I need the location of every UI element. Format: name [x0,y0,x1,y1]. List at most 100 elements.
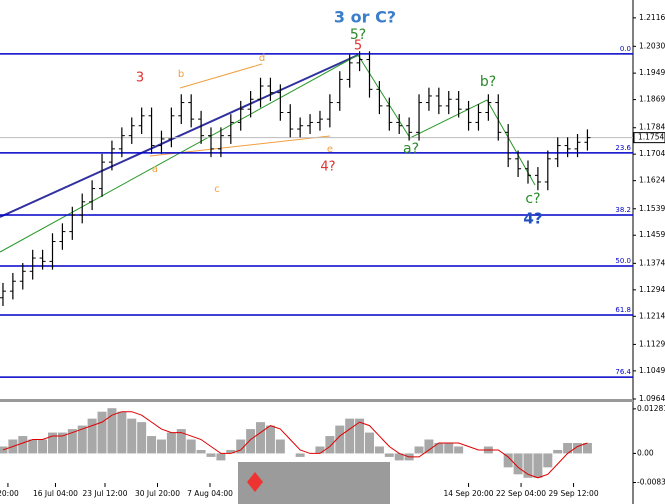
osc-bar [147,436,157,454]
wave-label: a [152,164,158,175]
osc-bar [127,418,137,454]
osc-bar [265,425,275,454]
y-tick-label: 1.2030 [639,41,665,50]
osc-bar [513,453,523,475]
y-tick-label: 1.1539 [639,204,665,213]
osc-bar [117,411,127,454]
osc-bar [97,411,107,454]
osc-bar [216,453,226,461]
triangle-line [179,63,263,89]
wave-label: 3 [136,71,144,86]
osc-bar [533,453,543,478]
watermark-box [238,462,390,504]
osc-bar [345,418,355,454]
osc-bar [38,439,48,454]
y-tick-label: 1.1869 [639,95,665,104]
level-label: 61.8 [615,306,631,314]
osc-bar [57,432,67,454]
level-label: 76.4 [615,368,631,376]
wave-line [357,54,536,186]
y-tick-label: 1.2116 [639,13,665,22]
osc-bar [236,439,246,454]
current-price-label: 1.1754 [638,133,664,142]
y-tick-label: 1.1049 [639,366,665,375]
wave-label: 5? [350,27,366,43]
osc-bar [394,453,404,461]
wave-label: b [178,69,184,80]
osc-bar [137,422,147,454]
osc-bar [325,436,335,454]
watermark-logo [247,472,263,492]
current-price-box [633,132,665,144]
osc-bar [563,443,573,454]
trend-line [0,54,359,218]
osc-bar [414,446,424,454]
level-label: 38.2 [615,206,631,214]
osc-bar [355,418,365,454]
osc-bar [156,439,166,454]
osc-bar [67,429,77,454]
osc-tick-label: 0.01281 [637,404,665,413]
wave-label: 3 or C? [334,8,396,27]
osc-bar [335,425,345,454]
y-tick-label: 1.1374 [639,258,665,267]
osc-bar [434,443,444,454]
y-tick-label: 1.1949 [639,68,665,77]
osc-bar [256,422,266,454]
osc-bar [553,449,563,454]
osc-bar [226,449,236,454]
osc-bar [186,439,196,454]
y-tick-label: 1.1214 [639,311,665,320]
osc-bar [573,443,583,454]
osc-bar [424,439,434,454]
wave-label: 4? [320,160,335,175]
osc-bar [543,453,553,468]
wave-label: e [327,144,333,155]
osc-bar [295,453,305,457]
osc-bar [107,408,117,454]
osc-bar [315,446,325,454]
y-tick-label: 1.1294 [639,285,665,294]
osc-bar [275,439,285,454]
wave-label: d [259,53,265,64]
osc-bar [384,453,394,457]
wave-label: 5 [354,39,362,54]
osc-bar [503,453,513,468]
osc-bar [374,446,384,454]
osc-bar [364,432,374,454]
osc-tick-label: 0.00 [637,448,654,457]
osc-bar [523,453,533,478]
osc-bar [77,425,87,454]
x-tick-label: 16 Jul 04:00 [33,489,78,498]
x-tick-label: 7 Aug 04:00 [187,489,233,498]
y-tick-label: 1.1784 [639,123,665,132]
osc-bar [196,449,206,454]
watermark [238,462,390,504]
osc-bar [18,436,28,454]
osc-bar [246,429,256,454]
osc-bar [206,453,216,457]
y-tick-label: 1.1624 [639,176,665,185]
wave-label: c [214,184,220,195]
level-label: 50.0 [615,257,631,265]
wave-label: c? [525,191,540,207]
wave-label: 4? [523,210,542,228]
osc-bar [166,432,176,454]
x-tick-label: 30 Jul 20:00 [135,489,180,498]
osc-bar [444,443,454,454]
x-tick-label: 23 Jul 12:00 [83,489,128,498]
osc-signal [2,411,588,479]
y-tick-label: 1.1459 [639,230,665,239]
x-tick-label: 29 Sep 12:00 [549,489,599,498]
x-tick-label: 22 Sep 04:00 [496,489,546,498]
osc-bar [87,418,97,454]
osc-bar [582,443,592,454]
y-tick-label: 1.0964 [639,394,665,403]
wave-label: b? [480,74,496,90]
osc-bar [454,446,464,454]
wave-label: a? [403,141,419,157]
x-tick-label: 14 Sep 20:00 [444,489,494,498]
level-label: 23.6 [615,144,631,152]
x-tick-label: 20:00 [0,489,19,498]
